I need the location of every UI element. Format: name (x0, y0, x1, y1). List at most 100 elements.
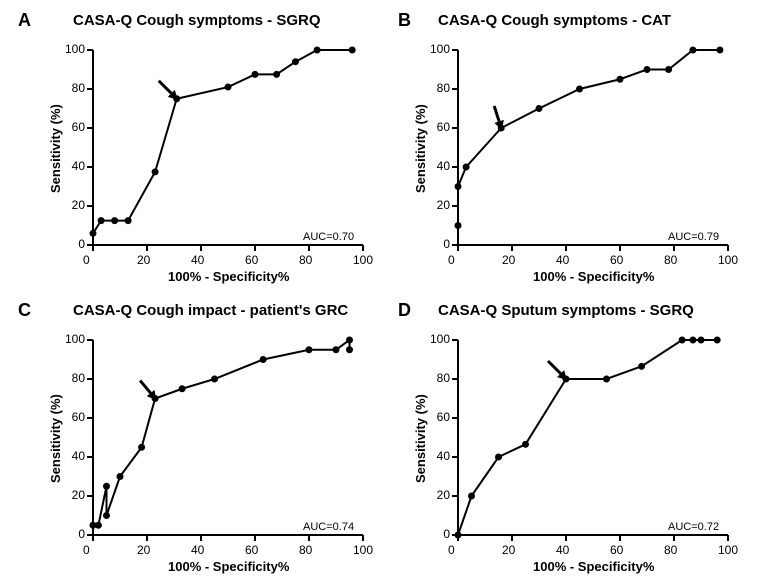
data-marker (349, 47, 356, 54)
x-tick-label: 40 (556, 253, 569, 267)
data-marker (138, 444, 145, 451)
data-marker (576, 86, 583, 93)
x-tick-label: 40 (191, 543, 204, 557)
x-tick-label: 40 (556, 543, 569, 557)
x-tick-label: 60 (245, 543, 258, 557)
data-marker (495, 454, 502, 461)
roc-line (93, 50, 352, 233)
x-tick-label: 80 (664, 543, 677, 557)
y-tick-label: 60 (437, 120, 450, 134)
y-tick-label: 100 (430, 42, 450, 56)
x-tick-label: 0 (448, 543, 455, 557)
y-tick-label: 100 (65, 332, 85, 346)
y-tick-label: 80 (72, 81, 85, 95)
y-tick-label: 20 (72, 488, 85, 502)
y-tick-label: 40 (72, 449, 85, 463)
data-marker (306, 346, 313, 353)
auc-text: AUC=0.74 (303, 521, 354, 533)
roc-line (93, 340, 350, 525)
data-marker (211, 376, 218, 383)
y-tick-label: 60 (72, 120, 85, 134)
y-tick-label: 80 (72, 371, 85, 385)
x-tick-label: 100 (718, 543, 738, 557)
data-marker (125, 217, 132, 224)
arrow-icon (159, 81, 172, 94)
data-marker (117, 473, 124, 480)
roc-line (458, 340, 717, 535)
data-marker (95, 522, 102, 529)
data-marker (468, 493, 475, 500)
y-axis-label: Sensitivity (%) (413, 104, 428, 193)
y-tick-label: 20 (72, 198, 85, 212)
x-tick-label: 60 (610, 543, 623, 557)
data-marker (346, 346, 353, 353)
data-marker (111, 217, 118, 224)
data-marker (273, 71, 280, 78)
y-tick-label: 0 (443, 527, 450, 541)
x-axis-label: 100% - Specificity% (168, 559, 289, 574)
x-tick-label: 100 (353, 253, 373, 267)
data-marker (689, 337, 696, 344)
x-tick-label: 20 (137, 253, 150, 267)
y-axis-label: Sensitivity (%) (48, 394, 63, 483)
y-tick-label: 0 (78, 527, 85, 541)
data-marker (638, 363, 645, 370)
y-tick-label: 100 (430, 332, 450, 346)
data-marker (98, 217, 105, 224)
data-marker (679, 337, 686, 344)
y-tick-label: 60 (437, 410, 450, 424)
data-marker (536, 105, 543, 112)
panel-c: CCASA-Q Cough impact - patient's GRC0204… (18, 300, 388, 580)
arrow-icon (494, 106, 499, 121)
data-marker (346, 337, 353, 344)
y-tick-label: 80 (437, 371, 450, 385)
y-tick-label: 40 (437, 159, 450, 173)
y-tick-label: 0 (78, 237, 85, 251)
data-marker (179, 385, 186, 392)
x-axis-label: 100% - Specificity% (168, 269, 289, 284)
data-marker (103, 512, 110, 519)
data-marker (644, 66, 651, 73)
panel-b: BCASA-Q Cough symptoms - CAT020406080100… (398, 10, 758, 290)
data-marker (90, 230, 97, 237)
x-tick-label: 60 (610, 253, 623, 267)
data-marker (716, 47, 723, 54)
x-tick-label: 40 (191, 253, 204, 267)
data-marker (603, 376, 610, 383)
panel-b-chart (398, 10, 758, 290)
arrow-icon (140, 381, 151, 394)
data-marker (617, 76, 624, 83)
y-tick-label: 0 (443, 237, 450, 251)
data-marker (252, 71, 259, 78)
y-axis-label: Sensitivity (%) (413, 394, 428, 483)
x-tick-label: 20 (137, 543, 150, 557)
data-marker (260, 356, 267, 363)
x-tick-label: 80 (664, 253, 677, 267)
y-tick-label: 40 (72, 159, 85, 173)
data-marker (225, 84, 232, 91)
x-tick-label: 20 (502, 543, 515, 557)
data-marker (455, 222, 462, 229)
x-tick-label: 0 (448, 253, 455, 267)
x-tick-label: 100 (353, 543, 373, 557)
data-marker (152, 168, 159, 175)
data-marker (333, 346, 340, 353)
data-marker (689, 47, 696, 54)
auc-text: AUC=0.70 (303, 231, 354, 243)
auc-text: AUC=0.72 (668, 521, 719, 533)
data-marker (463, 164, 470, 171)
data-marker (292, 58, 299, 65)
roc-line (458, 50, 720, 226)
auc-text: AUC=0.79 (668, 231, 719, 243)
arrow-icon (548, 361, 561, 374)
y-tick-label: 20 (437, 198, 450, 212)
data-marker (455, 532, 462, 539)
x-tick-label: 0 (83, 253, 90, 267)
figure: ACASA-Q Cough symptoms - SGRQ02040608010… (0, 0, 764, 583)
x-tick-label: 0 (83, 543, 90, 557)
y-tick-label: 100 (65, 42, 85, 56)
panel-a: ACASA-Q Cough symptoms - SGRQ02040608010… (18, 10, 388, 290)
data-marker (103, 483, 110, 490)
data-marker (714, 337, 721, 344)
x-tick-label: 80 (299, 543, 312, 557)
